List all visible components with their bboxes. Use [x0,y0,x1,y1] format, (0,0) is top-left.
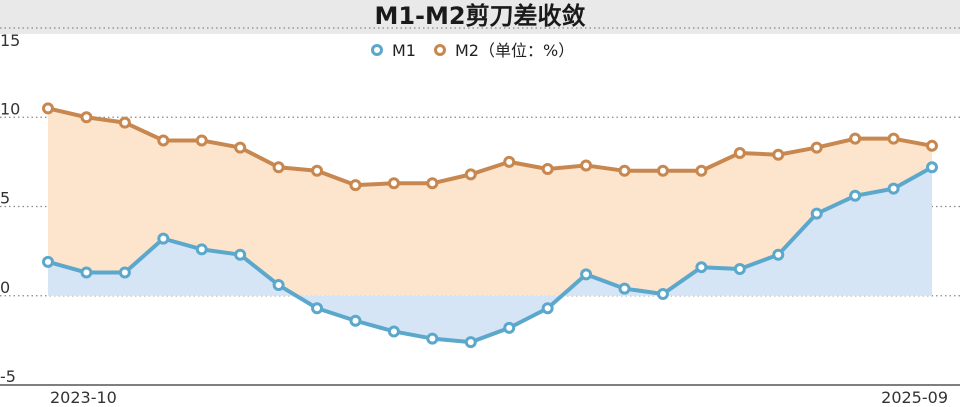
m2-point [887,132,900,145]
m1-point [733,262,746,275]
m1-point [272,279,285,292]
m1-point [311,302,324,315]
m1-point [618,282,631,295]
m1-point [503,321,516,334]
m2-point [656,164,669,177]
m1-point [42,255,54,268]
y-tick-label: 15 [0,31,20,50]
m1-point [887,182,900,195]
m2-point [42,102,54,115]
m2-point [426,177,439,190]
m1-point [349,314,362,327]
m2-point [849,132,862,145]
m2-point [810,141,823,154]
y-tick-label: 0 [0,278,10,297]
m2-point [195,134,208,147]
m1-point [195,243,208,256]
m1-point [464,336,477,349]
m1-point [118,266,131,279]
y-tick-label: -5 [0,367,16,386]
legend-m2-label: M2 [455,41,479,60]
legend-m1-label: M1 [392,41,416,60]
y-axis-ticks: 15 10 5 0 -5 [0,31,20,386]
m1-point [541,302,554,315]
m2-point [618,164,631,177]
m2-point [541,163,554,176]
legend-m2-text: M2（单位：%） [455,41,574,60]
legend-m2-marker [434,44,446,56]
m2-point [926,139,938,152]
m1-area [48,167,932,343]
m2-point [772,148,785,161]
m1-point [849,189,862,202]
m2-points [42,102,938,192]
m1-point [656,287,669,300]
m1-line [47,165,933,345]
legend-m1-marker [371,44,383,56]
m1-point [926,161,938,174]
m2-point [580,159,593,172]
m1-point [810,207,823,220]
m2-point [272,161,285,174]
title-bar [0,0,960,34]
m2-point [157,134,170,147]
grid-lines [0,27,960,386]
y-tick-label: 10 [0,99,20,118]
m2-point [80,111,93,124]
m2-line [47,106,933,188]
m1-point [157,232,170,245]
m1-point [80,266,93,279]
legend-unit: （单位：%） [479,41,574,60]
m2-point [118,116,131,129]
x-tick-end: 2025-09 [881,388,948,407]
m1-point [426,332,439,345]
m2-point [503,155,516,168]
m1-point [234,248,247,261]
m1-point [387,325,400,338]
m2-point [349,179,362,192]
m1-points [42,161,938,349]
chart-title: M1-M2剪刀差收敛 [374,2,585,30]
m2-point [311,164,324,177]
legend: M1 M2（单位：%） [371,41,574,60]
m2-point [387,177,400,190]
m1-point [772,248,785,261]
m2-point [234,141,247,154]
x-tick-start: 2023-10 [50,388,117,407]
m1-point [580,268,593,281]
m2-area [48,108,932,296]
y-tick-label: 5 [0,189,10,208]
m1-point [695,261,708,274]
m2-point [733,146,746,159]
m2-point [695,164,708,177]
m2-point [464,168,477,181]
